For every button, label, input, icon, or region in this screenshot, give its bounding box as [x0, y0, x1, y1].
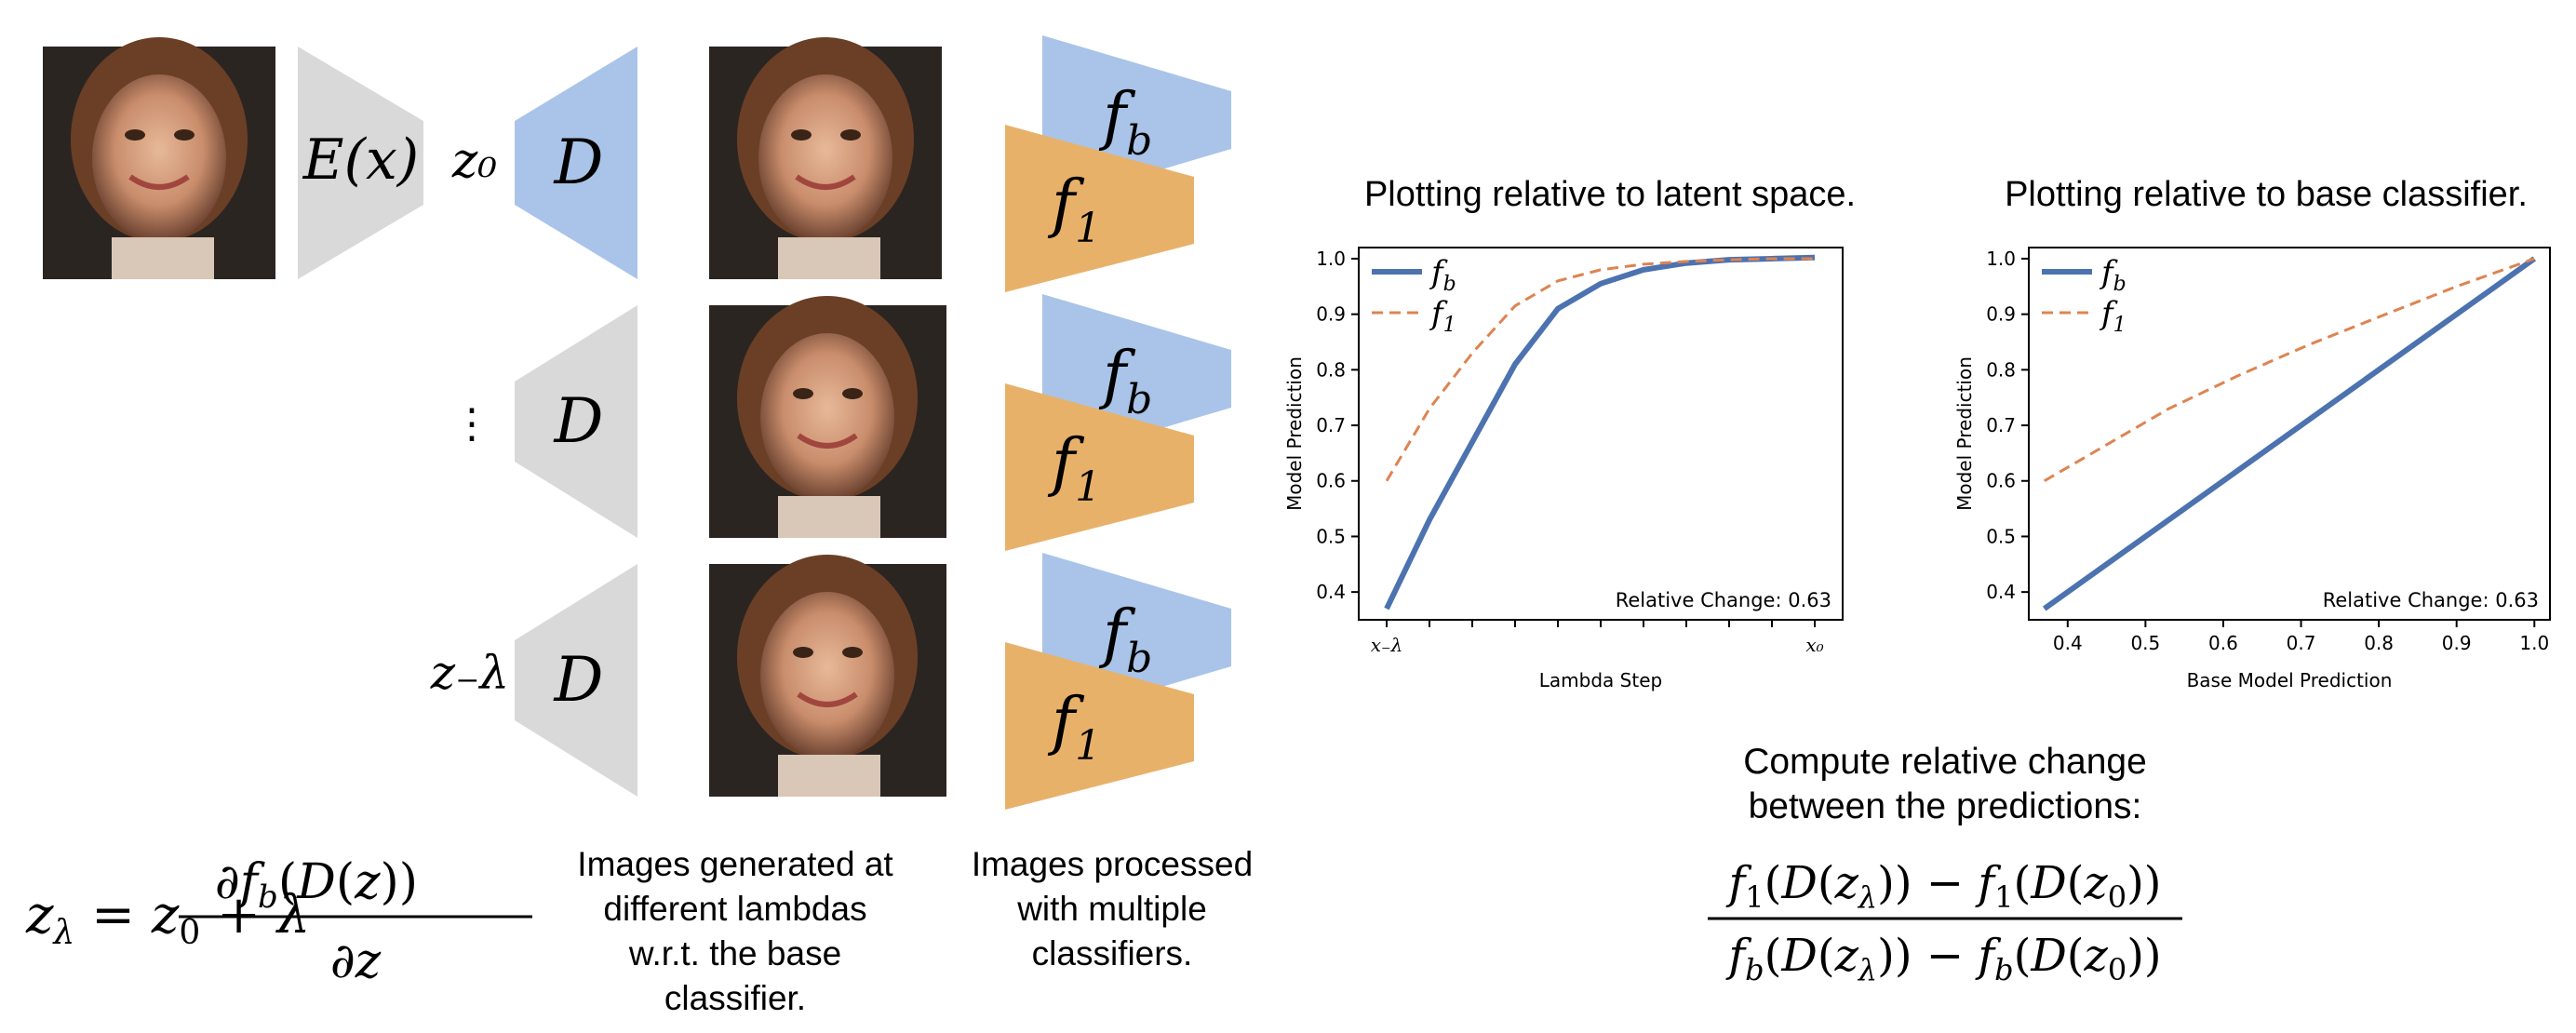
- generated-face-image-top: [709, 37, 942, 279]
- x-axis-label: Lambda Step: [1539, 669, 1662, 691]
- y-tick-label: 0.8: [1316, 358, 1346, 381]
- series-line-f-1: [2043, 257, 2535, 483]
- y-tick-label: 0.7: [1316, 414, 1346, 436]
- classifier-f1-shape: [1005, 642, 1194, 810]
- plot-frame: [2028, 247, 2551, 621]
- x-tick-label: 0.9: [2442, 632, 2472, 654]
- latent-z0-label: z₀: [451, 133, 497, 189]
- chart1-title: Plotting relative to latent space.: [1363, 175, 1857, 214]
- legend-label: fb: [2099, 254, 2127, 296]
- caption-images-generated: Images generated at different lambdas w.…: [577, 845, 893, 1017]
- y-tick-label: 0.5: [1986, 525, 2016, 547]
- decoder-top-label: D: [554, 127, 604, 198]
- latent-ellipsis-label: ⋮: [451, 400, 492, 448]
- update-rule-equation: zλ = z0 + λ ∂fb(D(z)) ∂z: [25, 854, 532, 989]
- classifier-f1-label: f1: [1047, 168, 1101, 252]
- x-tick-label: x₀: [1805, 634, 1823, 656]
- series-line-f-b: [1384, 254, 1816, 610]
- series-line-f-b: [2042, 256, 2537, 611]
- svg-text:f1(D(zλ)) − f1(D(z0)): f1(D(zλ)) − f1(D(z0)): [1725, 857, 2161, 915]
- series-line-f-1: [1385, 257, 1815, 482]
- decoder-bottom: [515, 564, 637, 797]
- relative-change-annotation: Relative Change: 0.63: [2323, 589, 2539, 611]
- relative-change-annotation: Relative Change: 0.63: [1616, 589, 1831, 611]
- encoder-label: E(x): [302, 127, 419, 193]
- svg-text:∂fb(D(z)): ∂fb(D(z)): [215, 854, 418, 916]
- x-tick-label: 0.8: [2364, 632, 2394, 654]
- y-tick-label: 1.0: [1986, 248, 2016, 270]
- classifier-pair-top: fb f1: [1005, 35, 1231, 292]
- decoder-middle-label: D: [554, 385, 604, 457]
- svg-text:∂z: ∂z: [330, 933, 382, 989]
- y-tick-label: 0.4: [1986, 581, 2016, 603]
- y-tick-label: 1.0: [1316, 248, 1346, 270]
- x-tick-label: 0.7: [2287, 632, 2316, 654]
- classifier-pair-bottom: fb f1: [1005, 553, 1231, 810]
- decoder-top: [515, 47, 637, 279]
- x-tick-label: x₋λ: [1371, 634, 1403, 656]
- y-tick-label: 0.6: [1986, 470, 2016, 492]
- x-tick-label: 1.0: [2519, 632, 2549, 654]
- relative-change-equation: f1(D(zλ)) − f1(D(z0)) fb(D(zλ)) − fb(D(z…: [1708, 857, 2182, 987]
- y-axis-label: Model Prediction: [1283, 356, 1306, 511]
- generated-face-image-middle: [709, 296, 946, 538]
- y-tick-label: 0.9: [1986, 303, 2016, 326]
- x-axis-label: Base Model Prediction: [2187, 669, 2393, 691]
- y-tick-label: 0.9: [1316, 303, 1346, 326]
- caption-compute-change: Compute relative change between the pred…: [1743, 742, 2147, 826]
- chart2-title: Plotting relative to base classifier.: [2005, 175, 2528, 214]
- x-tick-label: 0.5: [2130, 632, 2160, 654]
- input-face-image: [43, 37, 275, 279]
- decoder-middle: [515, 305, 637, 538]
- classifier-fb-label: fb: [1098, 80, 1152, 165]
- y-tick-label: 0.4: [1316, 581, 1346, 603]
- chart-latent-space: 0.4 0.5 0.6 0.7 0.8 0.9 1.0 Model Prediction Lam…: [1283, 247, 1844, 691]
- legend-label: f1: [1429, 295, 1456, 337]
- y-tick-label: 0.5: [1316, 525, 1346, 547]
- classifier-f1-shape: [1005, 383, 1194, 551]
- svg-text:fb(D(zλ)) − fb(D(z0)): fb(D(zλ)) − fb(D(z0)): [1725, 930, 2161, 987]
- decoder-bottom-label: D: [554, 644, 604, 716]
- classifier-pair-middle: fb f1: [1005, 294, 1231, 551]
- x-tick-label: 0.6: [2208, 632, 2238, 654]
- legend-label: f1: [2099, 295, 2127, 337]
- encoder-shape: [298, 47, 423, 279]
- pipeline-diagram: E(x) z₀ ⋮ z₋λ D D D fb: [43, 35, 1231, 810]
- caption-images-processed: Images processed with multiple classifie…: [971, 845, 1254, 973]
- x-tick-label: 0.4: [2053, 632, 2083, 654]
- classifier-f1-label: f1: [1047, 685, 1101, 770]
- latent-zlambda-label: z₋λ: [430, 646, 509, 700]
- y-tick-label: 0.8: [1986, 358, 2016, 381]
- y-axis-label: Model Prediction: [1953, 356, 1976, 511]
- classifier-f1-label: f1: [1047, 426, 1101, 511]
- y-tick-label: 0.7: [1986, 414, 2016, 436]
- generated-face-image-bottom: [709, 555, 946, 797]
- classifier-f1-shape: [1005, 125, 1194, 292]
- chart-base-classifier: 0.4 0.5 0.6 0.7 0.8 0.9 1.0 Model Prediction Bas…: [1953, 247, 2551, 691]
- legend-label: fb: [1429, 254, 1456, 296]
- y-tick-label: 0.6: [1316, 470, 1346, 492]
